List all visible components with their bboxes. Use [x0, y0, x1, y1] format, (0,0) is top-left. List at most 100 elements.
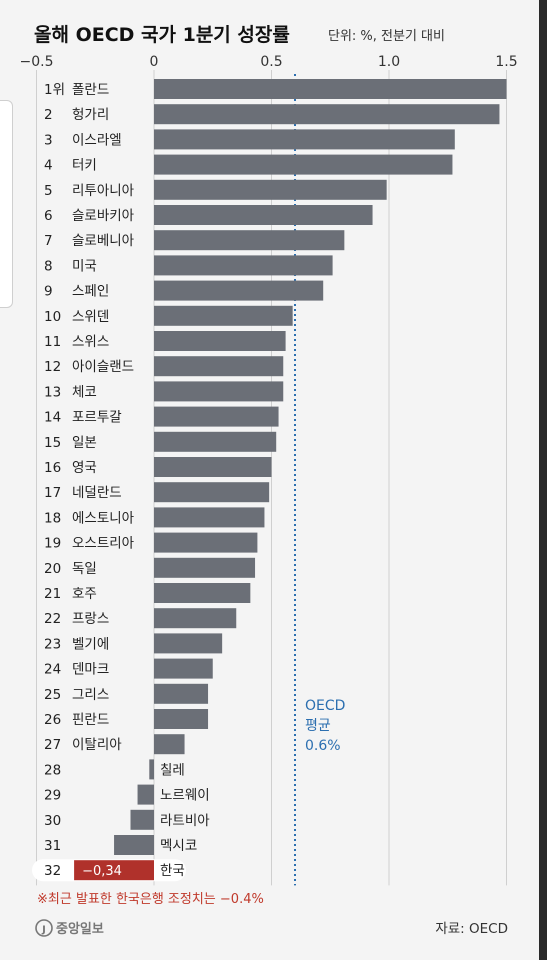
x-tick-label: 0	[150, 54, 159, 70]
bar-row: 6 슬로바키아	[44, 205, 373, 225]
rank-label: 2	[44, 107, 53, 123]
x-tick-label: 1.5	[495, 54, 517, 70]
country-label: 터키	[72, 158, 97, 174]
bar	[154, 709, 209, 729]
bar-row: 16 영국	[44, 457, 272, 477]
country-label: 라트비아	[160, 813, 210, 829]
logo-mark-icon	[35, 919, 53, 937]
logo-text: 중앙일보	[56, 921, 104, 937]
bar	[114, 835, 154, 855]
bar-row: 8 미국	[44, 255, 333, 276]
country-label: 이스라엘	[72, 132, 122, 148]
chart-title: 올해 OECD 국가 1분기 성장률	[34, 24, 290, 46]
bar-row: 13 체코	[44, 381, 284, 402]
bar	[154, 280, 324, 301]
country-label: 에스토니아	[72, 510, 135, 526]
rank-label: 21	[44, 586, 61, 602]
bar	[154, 583, 251, 603]
bar-row: 28 칠레	[44, 759, 185, 780]
country-label: 그리스	[72, 687, 109, 703]
bar-row: 25 그리스	[44, 683, 209, 704]
bar	[154, 734, 185, 755]
country-label: 일본	[72, 435, 97, 451]
bar-row: 19 오스트리아	[44, 532, 258, 553]
country-label: 슬로베니아	[72, 233, 135, 249]
bar	[154, 230, 345, 251]
rank-label: 15	[44, 435, 61, 451]
rank-label: 6	[44, 208, 53, 224]
bar-row: 27 이탈리아	[44, 734, 185, 755]
bar	[154, 608, 237, 629]
bar	[154, 431, 277, 452]
bar-row: 12 아이슬랜드	[44, 356, 284, 377]
country-label: 미국	[72, 258, 97, 274]
bar	[154, 482, 270, 503]
country-label: 칠레	[160, 762, 185, 778]
country-label: 스위덴	[72, 309, 109, 325]
country-label: 노르웨이	[160, 788, 210, 804]
bar-row: 17 네덜란드	[44, 482, 270, 503]
bar	[154, 255, 333, 276]
country-label: 포르투갈	[72, 410, 122, 426]
bar	[154, 406, 279, 427]
bar	[154, 129, 455, 150]
country-label: 체코	[72, 384, 97, 400]
rank-label: 28	[44, 762, 61, 778]
bar-row: 9 스페인	[44, 280, 324, 301]
bar-row: 20 독일	[44, 557, 256, 578]
bar	[154, 179, 387, 200]
bar	[154, 457, 272, 477]
bar	[74, 860, 154, 881]
bar-row: 24 덴마크	[44, 658, 213, 679]
bar	[154, 633, 223, 654]
bar	[130, 809, 154, 830]
bar-row: 2 헝가리	[44, 104, 500, 125]
bar-row: 10 스위덴	[44, 305, 293, 326]
country-label: 스위스	[72, 334, 109, 350]
bar-row: 29 노르웨이	[44, 784, 210, 805]
bar	[154, 557, 256, 578]
bar-row: 11 스위스	[44, 331, 286, 351]
rank-label: 10	[44, 309, 61, 325]
country-label: 슬로바키아	[72, 208, 135, 224]
bar-row: 7 슬로베니아	[44, 230, 345, 251]
rank-label: 14	[44, 410, 61, 426]
bar-rows: 1위 폴란드 2 헝가리 3 이스라엘 4 터키 5 리투아니아 6 슬로바키아 7 슬로베니아 8 미국 9 스…	[32, 79, 507, 882]
country-label: 영국	[72, 460, 97, 476]
bar-row: 15 일본	[44, 431, 277, 452]
rank-label: 19	[44, 536, 61, 552]
rank-label: 27	[44, 737, 61, 753]
average-label: 0.6%	[305, 738, 341, 754]
country-label: 벨기에	[72, 636, 109, 652]
rank-label: 22	[44, 611, 61, 627]
country-label: 호주	[72, 586, 97, 602]
country-label: 이탈리아	[72, 737, 122, 753]
bar-row: 4 터키	[44, 154, 453, 175]
highlight-value-label: −0,34	[82, 864, 122, 879]
bar-row: 1위 폴란드	[44, 79, 507, 99]
country-label: 멕시코	[160, 838, 197, 854]
country-label: 오스트리아	[72, 536, 135, 552]
side-tab[interactable]	[0, 100, 13, 308]
average-label: 평균	[305, 718, 331, 734]
bar-row: 14 포르투갈	[44, 406, 279, 427]
bar	[154, 658, 213, 679]
rank-label: 16	[44, 460, 61, 476]
unit-label: 단위: %, 전분기 대비	[328, 29, 445, 44]
rank-label: 20	[44, 561, 61, 577]
rank-label: 30	[44, 813, 61, 829]
country-label: 네덜란드	[72, 485, 122, 501]
rank-label: 12	[44, 359, 61, 375]
bar	[154, 205, 373, 225]
bar-row: 23 벨기에	[44, 633, 223, 654]
bar	[137, 784, 154, 805]
country-label: 헝가리	[72, 107, 109, 123]
rank-label: 5	[44, 183, 53, 199]
country-label: 한국	[160, 863, 185, 879]
average-label: OECD	[305, 698, 345, 714]
rank-label: 7	[44, 233, 53, 249]
rank-label: 31	[44, 838, 61, 854]
bar	[154, 331, 286, 351]
rank-label: 3	[44, 132, 53, 148]
